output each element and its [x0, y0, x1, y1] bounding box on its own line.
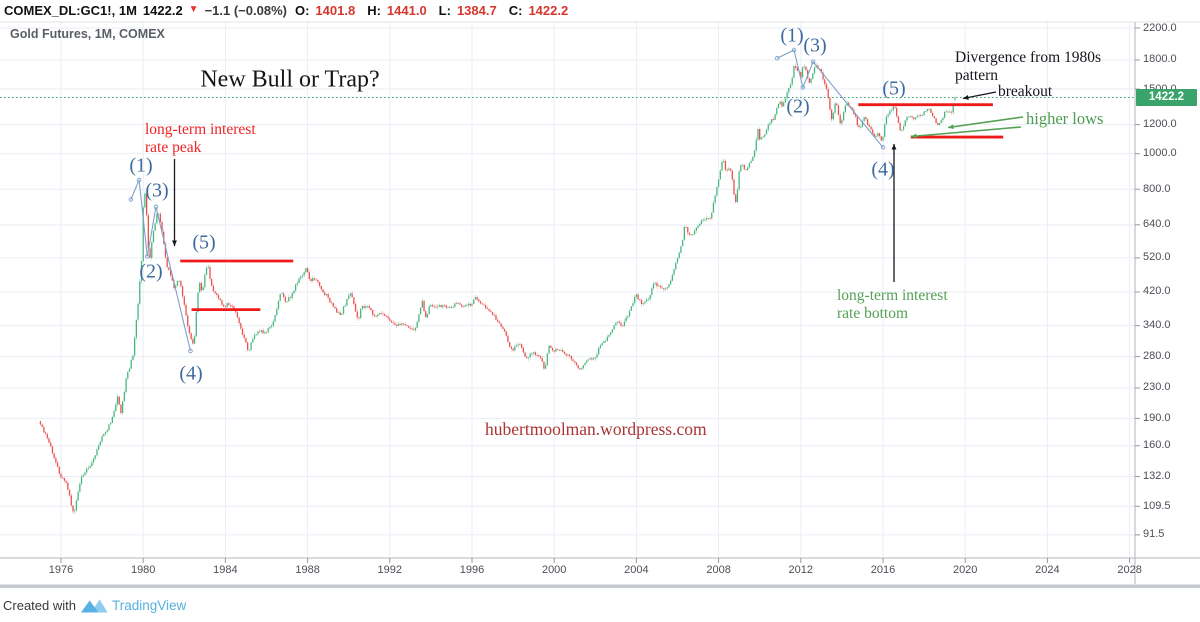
chart-legend[interactable]: Gold Futures, 1M, COMEX — [10, 27, 165, 41]
annotation-rate-bottom-line1: long-term interest — [837, 287, 948, 304]
price-axis-label: 132.0 — [1143, 469, 1171, 482]
wave-label-right-3: (3) — [803, 34, 827, 57]
annotation-divergence-line2: pattern — [955, 66, 999, 84]
created-with-label: Created with — [3, 598, 76, 613]
price-axis-label: 1000.0 — [1143, 147, 1177, 160]
tradingview-logo-icon — [80, 599, 108, 613]
annotation-rate-bottom: long-term interest rate bottom — [837, 287, 948, 322]
price-axis-label: 1800.0 — [1143, 53, 1177, 66]
open-label: O: — [294, 3, 310, 18]
time-axis-label: 1984 — [213, 564, 238, 576]
time-axis-label: 2024 — [1035, 564, 1060, 576]
price-axis-label: 190.0 — [1143, 411, 1171, 424]
annotation-divergence: Divergence from 1980s pattern — [955, 49, 1101, 84]
time-axis-label: 2012 — [788, 564, 814, 576]
close-value: 1422.2 — [528, 3, 569, 18]
price-axis-label: 280.0 — [1143, 350, 1171, 363]
price-axis-label: 800.0 — [1143, 182, 1171, 195]
time-axis-label: 2020 — [952, 564, 978, 576]
annotation-rate-peak: long-term interest rate peak — [145, 121, 256, 156]
time-axis-label: 1976 — [48, 564, 74, 576]
open-value: 1401.8 — [315, 3, 356, 18]
price-axis-label: 230.0 — [1143, 381, 1171, 394]
time-axis-label: 1996 — [459, 564, 485, 576]
tradingview-link[interactable]: TradingView — [111, 598, 187, 613]
wave-label-left-2: (2) — [139, 260, 163, 283]
time-axis-label: 2000 — [541, 564, 567, 576]
price-down-triangle-icon: ▼ — [188, 4, 199, 15]
wave-label-right-2: (2) — [786, 95, 810, 118]
symbol-name: COMEX_DL:GC1!, 1M — [4, 3, 137, 18]
high-label: H: — [367, 3, 381, 18]
time-axis-label: 1980 — [130, 564, 156, 576]
close-label: C: — [508, 3, 523, 18]
time-axis-label: 2008 — [706, 564, 731, 576]
wave-label-left-4: (4) — [179, 362, 203, 385]
wave-label-right-4: (4) — [871, 158, 895, 181]
watermark: hubertmoolman.wordpress.com — [485, 419, 707, 439]
price-change: −1.1 (−0.08%) — [204, 3, 287, 18]
price-axis-label: 160.0 — [1143, 439, 1171, 452]
high-value: 1441.0 — [386, 3, 427, 18]
time-axis-label: 2016 — [870, 564, 896, 576]
low-value: 1384.7 — [456, 3, 497, 18]
price-axis-label: 520.0 — [1143, 251, 1171, 264]
current-price-badge: 1422.2 — [1136, 89, 1197, 107]
annotation-divergence-line1: Divergence from 1980s — [955, 49, 1102, 66]
low-label: L: — [438, 3, 451, 18]
chart-annotation-title: New Bull or Trap? — [200, 66, 380, 93]
time-axis-label: 2028 — [1117, 564, 1142, 576]
time-axis-label: 1992 — [377, 564, 403, 576]
wave-label-right-5: (5) — [882, 77, 906, 100]
price-axis-label: 2200.0 — [1143, 21, 1177, 34]
wave-label-left-3: (3) — [145, 179, 169, 202]
time-axis-label: 1988 — [295, 564, 320, 576]
annotation-breakout: breakout — [998, 83, 1053, 100]
annotation-rate-peak-line1: long-term interest — [145, 121, 256, 138]
wave-label-left-5: (5) — [192, 231, 216, 254]
price-axis-label: 420.0 — [1143, 285, 1171, 298]
wave-label-right-1: (1) — [780, 24, 804, 47]
price-axis-label: 340.0 — [1143, 319, 1171, 332]
price-axis-label: 1200.0 — [1143, 118, 1177, 131]
price-axis-label: 91.5 — [1143, 528, 1165, 541]
time-axis-label: 2004 — [624, 564, 649, 576]
symbol-header: COMEX_DL:GC1!, 1M 1422.2 ▼ −1.1 (−0.08%)… — [0, 0, 1200, 21]
annotation-rate-bottom-line2: rate bottom — [837, 304, 909, 322]
price-axis-label: 109.5 — [1143, 499, 1171, 512]
annotation-rate-peak-line2: rate peak — [145, 138, 202, 156]
wave-label-left-1: (1) — [129, 154, 153, 177]
last-price: 1422.2 — [142, 3, 183, 18]
annotation-higher-lows: higher lows — [1026, 109, 1104, 128]
price-axis-label: 640.0 — [1143, 218, 1171, 231]
footer: Created with TradingView — [3, 597, 186, 614]
